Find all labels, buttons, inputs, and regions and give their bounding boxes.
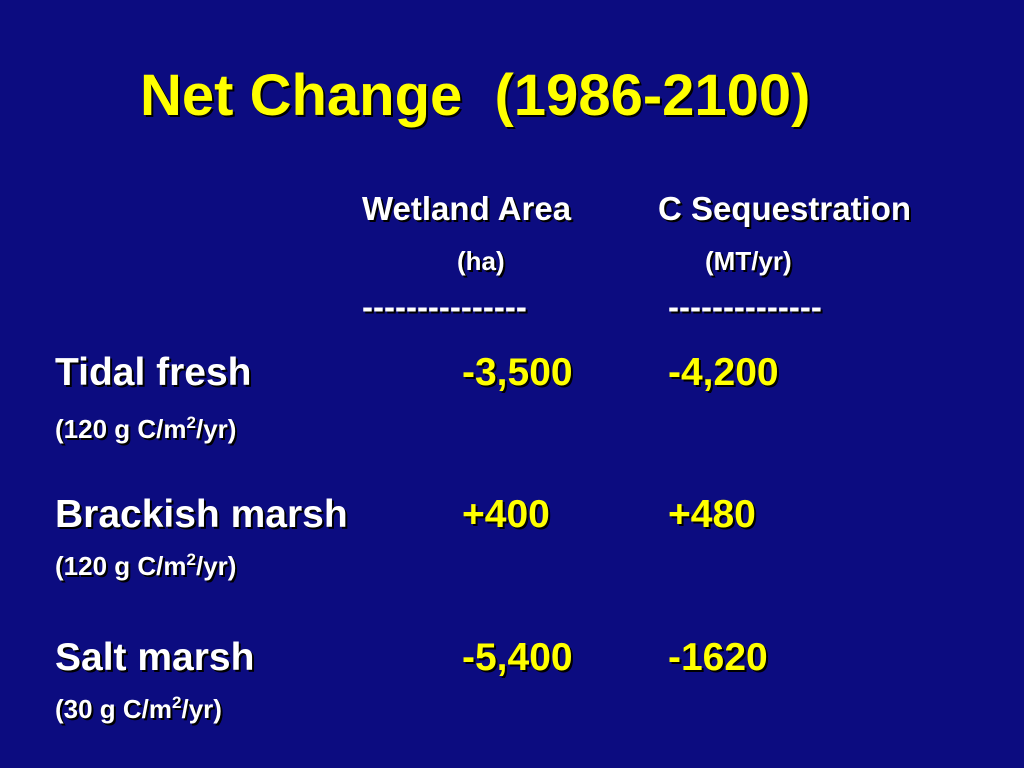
rule: -------------- [668,288,822,325]
rule: --------------- [362,288,527,325]
row-value: -5,400 [462,636,573,679]
rate-part: /yr) [196,551,236,581]
rate-part: (30 g C/m [55,694,172,724]
superscript: 2 [187,550,196,569]
row-name: Tidal fresh [55,351,252,394]
row-rate: (120 g C/m2/yr) [55,550,236,581]
row-value: +480 [668,493,756,536]
row-value: -4,200 [668,351,779,394]
column-unit: (MT/yr) [705,246,792,276]
rate-part: /yr) [196,414,236,444]
row-name: Brackish marsh [55,493,348,536]
row-name: Salt marsh [55,636,254,679]
superscript: 2 [187,413,196,432]
column-header: Wetland Area [362,190,572,227]
row-value: -1620 [668,636,768,679]
title: Net Change (1986-2100) [140,63,810,128]
column-header: C Sequestration [658,190,911,227]
rate-part: (120 g C/m [55,414,187,444]
column-unit: (ha) [457,246,505,276]
superscript: 2 [172,693,181,712]
row-value: -3,500 [462,351,573,394]
row-rate: (120 g C/m2/yr) [55,413,236,444]
rows: Tidal fresh -3,500 -4,200(120 g C/m2/yr)Br… [55,351,779,724]
rate-part: (120 g C/m [55,551,187,581]
rate-part: /yr) [182,694,222,724]
row-rate: (30 g C/m2/yr) [55,693,222,724]
row-value: +400 [462,493,550,536]
